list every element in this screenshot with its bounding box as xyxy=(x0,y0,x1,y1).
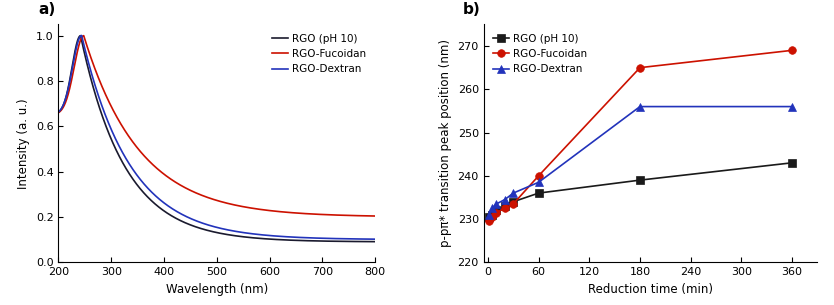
RGO (pH 10) xyxy=(534,191,544,195)
X-axis label: Wavelength (nm): Wavelength (nm) xyxy=(166,283,268,296)
Y-axis label: Intensity (a. u.): Intensity (a. u.) xyxy=(18,98,30,189)
RGO-Fucoidan xyxy=(370,214,380,218)
RGO (pH 10) xyxy=(361,240,371,243)
RGO-Dextran xyxy=(208,224,218,228)
X-axis label: Reduction time (min): Reduction time (min) xyxy=(588,283,713,296)
RGO-Fucoidan xyxy=(361,214,371,218)
RGO-Fucoidan xyxy=(635,66,645,70)
RGO-Fucoidan xyxy=(361,214,371,218)
RGO-Dextran xyxy=(77,34,87,37)
RGO (pH 10) xyxy=(508,200,518,203)
Line: RGO (pH 10): RGO (pH 10) xyxy=(58,36,375,242)
RGO (pH 10) xyxy=(303,239,313,242)
RGO-Dextran xyxy=(361,237,371,241)
Line: RGO-Dextran: RGO-Dextran xyxy=(58,35,375,239)
Line: RGO-Dextran: RGO-Dextran xyxy=(485,103,796,219)
RGO-Dextran xyxy=(303,236,313,240)
RGO-Dextran xyxy=(487,206,497,210)
RGO-Dextran xyxy=(199,222,209,226)
RGO-Dextran xyxy=(53,110,63,114)
RGO-Fucoidan xyxy=(487,215,497,219)
RGO-Dextran xyxy=(361,237,371,241)
RGO (pH 10) xyxy=(787,161,797,165)
RGO-Fucoidan xyxy=(787,48,797,52)
RGO-Fucoidan xyxy=(500,206,510,210)
RGO-Dextran xyxy=(500,198,510,201)
RGO-Fucoidan xyxy=(484,219,494,223)
Line: RGO-Fucoidan: RGO-Fucoidan xyxy=(58,36,375,216)
RGO (pH 10) xyxy=(69,52,79,55)
Line: RGO (pH 10): RGO (pH 10) xyxy=(485,159,796,221)
RGO-Fucoidan xyxy=(534,174,544,178)
RGO-Fucoidan xyxy=(199,194,209,198)
RGO-Fucoidan xyxy=(508,202,518,206)
RGO-Dextran xyxy=(635,105,645,108)
RGO (pH 10) xyxy=(635,178,645,182)
RGO (pH 10) xyxy=(370,240,380,243)
Line: RGO-Fucoidan: RGO-Fucoidan xyxy=(485,47,796,225)
RGO (pH 10) xyxy=(199,228,209,231)
RGO (pH 10) xyxy=(75,34,85,38)
RGO (pH 10) xyxy=(484,215,494,219)
Legend: RGO (pH 10), RGO-Fucoidan, RGO-Dextran: RGO (pH 10), RGO-Fucoidan, RGO-Dextran xyxy=(489,30,591,78)
RGO-Fucoidan xyxy=(78,34,88,38)
RGO-Fucoidan xyxy=(303,212,313,216)
Text: b): b) xyxy=(463,2,480,17)
RGO-Fucoidan xyxy=(53,111,63,115)
Text: a): a) xyxy=(38,2,55,17)
RGO-Dextran xyxy=(787,105,797,108)
RGO-Fucoidan xyxy=(208,197,218,201)
RGO-Fucoidan xyxy=(69,63,79,67)
RGO-Dextran xyxy=(370,237,380,241)
RGO (pH 10) xyxy=(487,213,497,217)
RGO (pH 10) xyxy=(53,111,63,114)
Legend: RGO (pH 10), RGO-Fucoidan, RGO-Dextran: RGO (pH 10), RGO-Fucoidan, RGO-Dextran xyxy=(268,30,370,78)
RGO-Dextran xyxy=(69,55,79,59)
Y-axis label: p-pπ* transition peak position (nm): p-pπ* transition peak position (nm) xyxy=(439,39,452,247)
RGO (pH 10) xyxy=(208,230,218,233)
RGO (pH 10) xyxy=(491,209,501,212)
RGO (pH 10) xyxy=(361,240,371,243)
RGO (pH 10) xyxy=(500,204,510,208)
RGO-Dextran xyxy=(508,191,518,195)
RGO-Dextran xyxy=(491,202,501,206)
RGO-Dextran xyxy=(534,181,544,184)
RGO-Dextran xyxy=(484,213,494,217)
RGO-Fucoidan xyxy=(491,211,501,214)
